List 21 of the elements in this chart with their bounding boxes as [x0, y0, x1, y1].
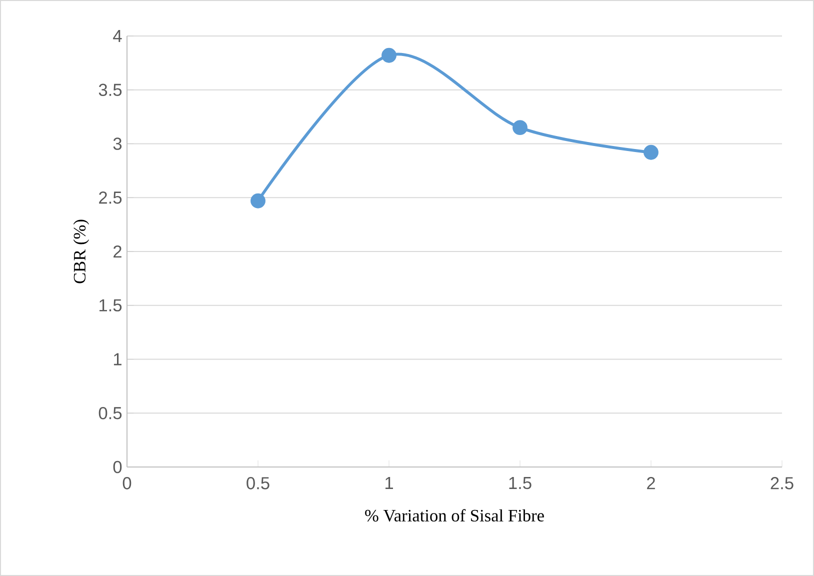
x-tick-label: 1	[386, 477, 393, 489]
x-tick-label: 1.5	[509, 477, 532, 490]
x-axis-title: % Variation of Sisal Fibre	[365, 509, 544, 522]
point	[382, 48, 396, 63]
point	[512, 120, 528, 136]
y-tick-label: 0.5	[98, 406, 122, 420]
y-tick-label: 1.5	[100, 299, 122, 312]
y-tick-label: 4	[113, 30, 122, 42]
y-tick-label: 3.5	[98, 84, 122, 96]
y-tick-label: 2.5	[99, 191, 122, 204]
point	[644, 144, 658, 160]
x-tick-label: 0.5	[246, 477, 270, 490]
y-tick-label: 3	[113, 138, 122, 150]
y-tick-label: 2	[114, 245, 122, 258]
y-axis-title: CBR (%)	[73, 220, 90, 284]
y-tick-label: 1	[114, 353, 122, 366]
x-tick-label: 2	[647, 477, 655, 490]
x-tick-label: 2.5	[770, 477, 794, 490]
y-tick-label: 0	[113, 460, 122, 474]
point	[250, 193, 266, 208]
x-tick-label: 0	[122, 477, 132, 490]
